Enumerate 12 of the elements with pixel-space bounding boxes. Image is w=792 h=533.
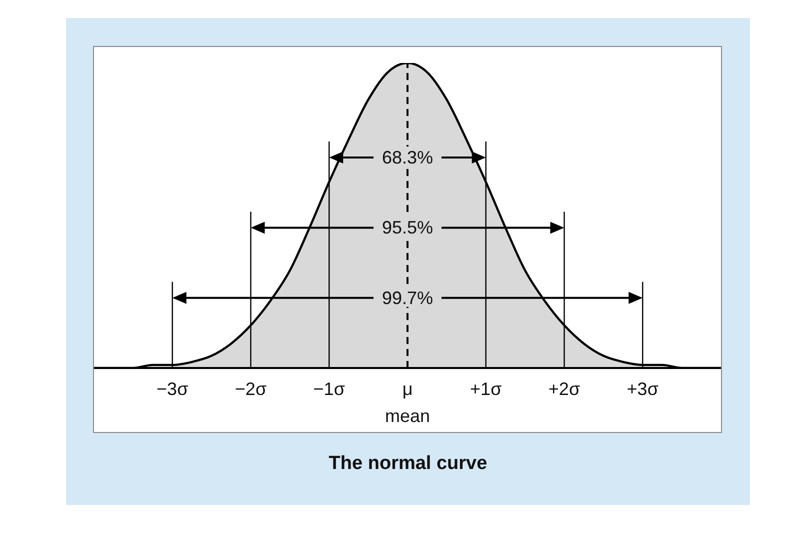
annotation: 68.3% bbox=[382, 148, 434, 168]
x-tick-label: +2σ bbox=[548, 378, 580, 399]
x-tick-label: −1σ bbox=[313, 378, 345, 399]
x-axis-title: mean bbox=[384, 406, 430, 426]
x-tick-label: +3σ bbox=[626, 378, 658, 399]
x-tick-label: +1σ bbox=[470, 378, 502, 399]
x-tick-label: −3σ bbox=[156, 378, 188, 399]
annotation: 95.5% bbox=[382, 218, 434, 238]
text: The normal curve bbox=[328, 453, 488, 475]
x-tick-label: μ bbox=[402, 378, 413, 399]
x-tick-label: −2σ bbox=[234, 378, 267, 399]
annotation: 99.7% bbox=[382, 288, 434, 308]
